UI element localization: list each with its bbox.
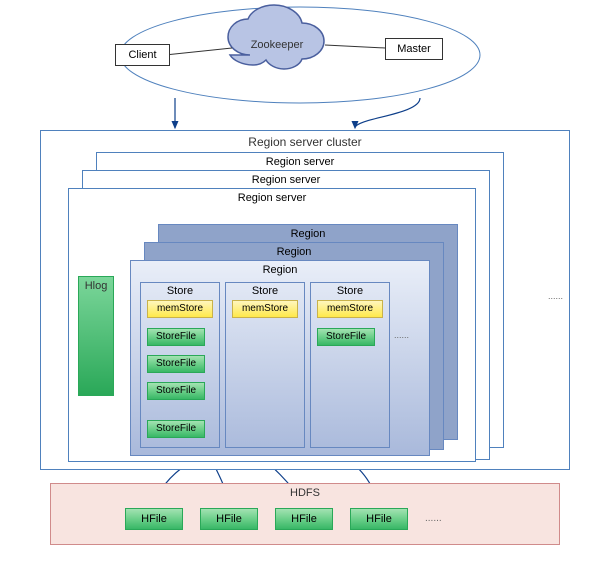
storefile-1b: StoreFile: [147, 355, 205, 373]
master-box: Master: [385, 38, 443, 60]
memstore-2: memStore: [232, 300, 298, 318]
hlog-box: Hlog: [78, 276, 114, 396]
store-1-label: Store: [167, 285, 193, 297]
region-front-label: Region: [263, 264, 298, 276]
store-3-label: Store: [337, 285, 363, 297]
storefile-1a: StoreFile: [147, 328, 205, 346]
storefile-1d: StoreFile: [147, 420, 205, 438]
hdfs-ellipsis: ......: [425, 513, 442, 524]
region-bg-3-label: Region: [291, 228, 326, 240]
hfile-2: HFile: [200, 508, 258, 530]
cluster-title: Region server cluster: [41, 135, 569, 149]
region-server-2-label: Region server: [252, 174, 320, 186]
region-server-3-label: Region server: [266, 156, 334, 168]
client-box: Client: [115, 44, 170, 66]
hfile-3: HFile: [275, 508, 333, 530]
region-bg-2-label: Region: [277, 246, 312, 258]
hfile-4: HFile: [350, 508, 408, 530]
memstore-1: memStore: [147, 300, 213, 318]
storefile-1c: StoreFile: [147, 382, 205, 400]
store-ellipsis: ......: [394, 330, 409, 340]
client-label: Client: [128, 49, 156, 61]
hlog-label: Hlog: [85, 280, 108, 292]
hfile-1: HFile: [125, 508, 183, 530]
memstore-3: memStore: [317, 300, 383, 318]
master-label: Master: [397, 43, 431, 55]
storefile-3a: StoreFile: [317, 328, 375, 346]
zookeeper-label: Zookeeper: [237, 39, 317, 51]
zookeeper-cloud: [228, 5, 324, 69]
region-server-1-label: Region server: [238, 192, 306, 204]
cluster-ellipsis: ......: [548, 291, 563, 301]
hdfs-title: HDFS: [51, 487, 559, 499]
store-2-label: Store: [252, 285, 278, 297]
